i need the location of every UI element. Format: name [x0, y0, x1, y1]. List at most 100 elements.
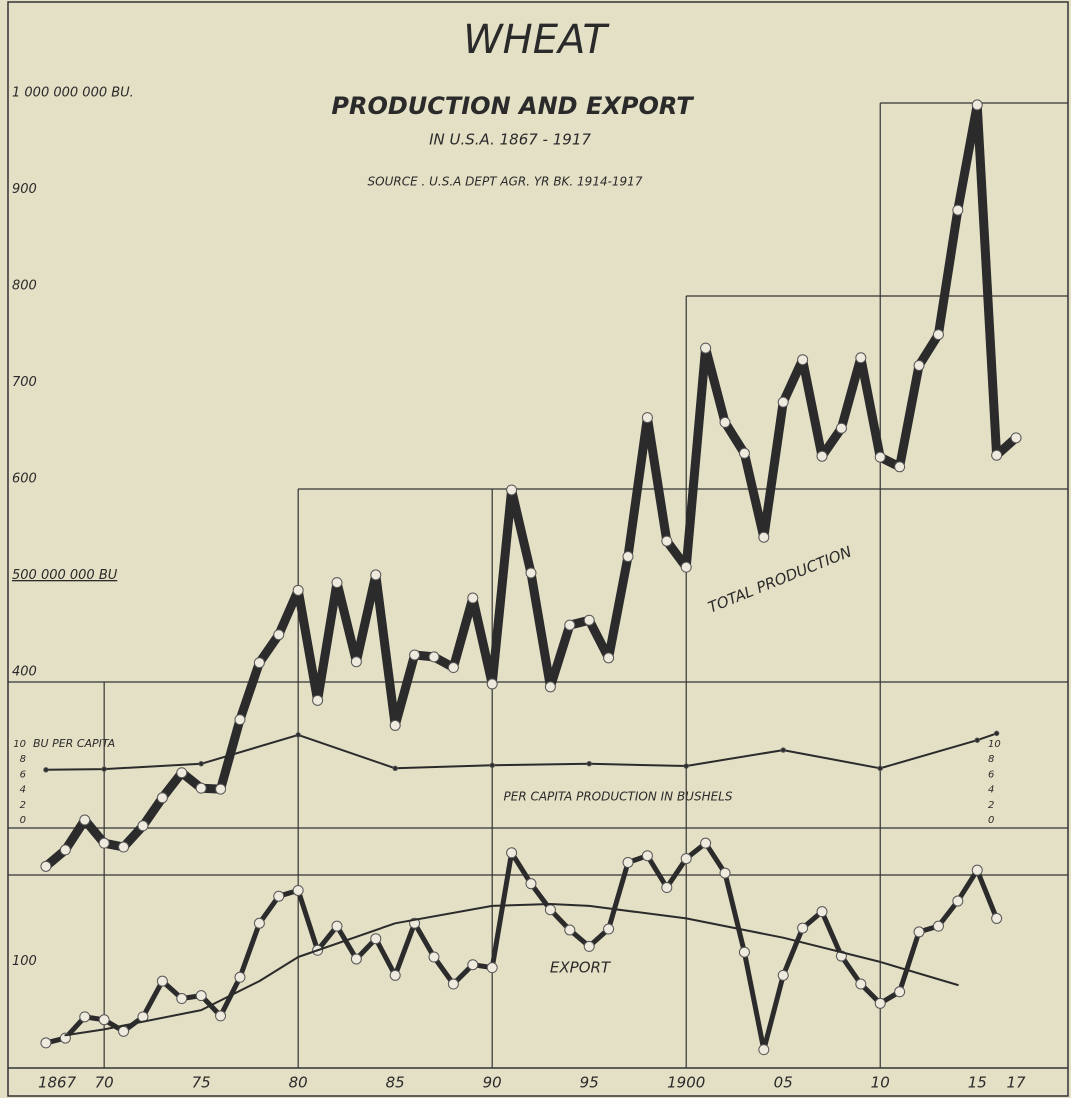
data-point	[780, 747, 786, 753]
data-point	[40, 1037, 52, 1049]
y-tick-label: 500 000 000 BU	[12, 568, 118, 583]
data-point	[312, 694, 324, 706]
data-point	[952, 895, 964, 907]
y-tick-label: 600	[12, 472, 37, 487]
data-point	[661, 882, 673, 894]
data-point	[215, 783, 227, 795]
data-point	[700, 342, 712, 354]
data-point	[525, 878, 537, 890]
y-tick-label: 100	[12, 954, 37, 969]
data-point	[447, 978, 459, 990]
data-point	[641, 850, 653, 862]
data-point	[195, 782, 207, 794]
data-point	[583, 940, 595, 952]
x-tick-label: 10	[871, 1074, 890, 1092]
y2-tick-label: 6	[20, 769, 26, 780]
data-point	[350, 953, 362, 965]
data-point	[855, 352, 867, 364]
y-tick-label: 700	[12, 375, 37, 390]
annotation: EXPORT	[550, 959, 612, 977]
data-point	[389, 969, 401, 981]
data-point	[738, 946, 750, 958]
series-line	[64, 903, 959, 1037]
data-point	[101, 766, 107, 772]
chart-title: WHEAT	[463, 17, 610, 63]
data-point	[428, 951, 440, 963]
data-point	[273, 890, 285, 902]
y-tick-label: 800	[12, 279, 37, 294]
data-point	[176, 993, 188, 1005]
data-point	[195, 990, 207, 1002]
data-point	[874, 451, 886, 463]
data-point	[952, 204, 964, 216]
data-point	[467, 592, 479, 604]
frame	[7, 1, 1069, 1097]
data-point	[680, 561, 692, 573]
data-point	[118, 841, 130, 853]
data-point	[971, 99, 983, 111]
y2-tick-label: 8	[988, 754, 994, 765]
data-point	[79, 1011, 91, 1023]
data-point	[234, 971, 246, 983]
data-point	[253, 657, 265, 669]
data-point	[603, 923, 615, 935]
y2-tick-label: 0	[20, 815, 26, 826]
data-point	[877, 765, 883, 772]
data-point	[913, 359, 925, 371]
data-point	[489, 762, 495, 768]
data-point	[331, 920, 343, 932]
data-point	[392, 765, 398, 772]
data-point	[700, 837, 712, 849]
data-point	[816, 906, 828, 918]
data-point	[370, 933, 382, 945]
data-point	[486, 962, 498, 974]
y2-tick-label: 2	[988, 800, 994, 811]
data-point	[719, 416, 731, 428]
source: SOURCE . U.S.A DEPT AGR. YR BK. 1914-191…	[368, 175, 643, 189]
data-point	[43, 767, 49, 773]
y2-tick-label: 4	[988, 785, 994, 796]
x-tick-label: 15	[968, 1074, 987, 1092]
data-point	[816, 450, 828, 462]
data-point	[758, 1044, 770, 1056]
x-tick-label: 17	[1006, 1074, 1026, 1092]
x-tick-label: 05	[774, 1074, 793, 1092]
data-point	[797, 354, 809, 366]
data-point	[683, 763, 689, 769]
data-point	[544, 681, 556, 693]
data-point	[428, 651, 440, 663]
y-tick-label: 900	[12, 182, 37, 197]
data-point	[661, 535, 673, 547]
x-tick-label: 1867	[38, 1074, 77, 1092]
data-point	[758, 531, 770, 543]
data-point	[137, 820, 149, 832]
data-point	[894, 461, 906, 473]
data-point	[835, 422, 847, 434]
data-point	[894, 986, 906, 998]
data-point	[564, 924, 576, 936]
y2-tick-label: 2	[20, 800, 26, 811]
x-tick-label: 95	[580, 1074, 599, 1092]
data-point	[622, 551, 634, 563]
data-point	[971, 864, 983, 876]
data-point	[738, 447, 750, 459]
data-point	[993, 730, 1000, 737]
x-tick-label: 75	[192, 1074, 211, 1092]
data-point	[525, 567, 537, 579]
y2-tick-label: 6	[988, 769, 994, 780]
y2-tick-label: 4	[20, 785, 26, 796]
y2-tick-label: 10	[988, 739, 1001, 750]
data-point	[176, 767, 188, 779]
data-point	[932, 329, 944, 341]
data-point	[544, 904, 556, 916]
data-point	[603, 652, 615, 664]
data-point	[389, 719, 401, 731]
data-point	[59, 844, 71, 856]
annotation: PER CAPITA PRODUCTION IN BUSHELS	[504, 790, 733, 804]
y-tick-label: 400	[12, 665, 37, 680]
data-point	[974, 737, 980, 743]
data-point	[156, 792, 168, 804]
x-tick-label: 70	[95, 1074, 114, 1092]
x-tick-label: 80	[289, 1074, 308, 1092]
data-point	[583, 614, 595, 626]
